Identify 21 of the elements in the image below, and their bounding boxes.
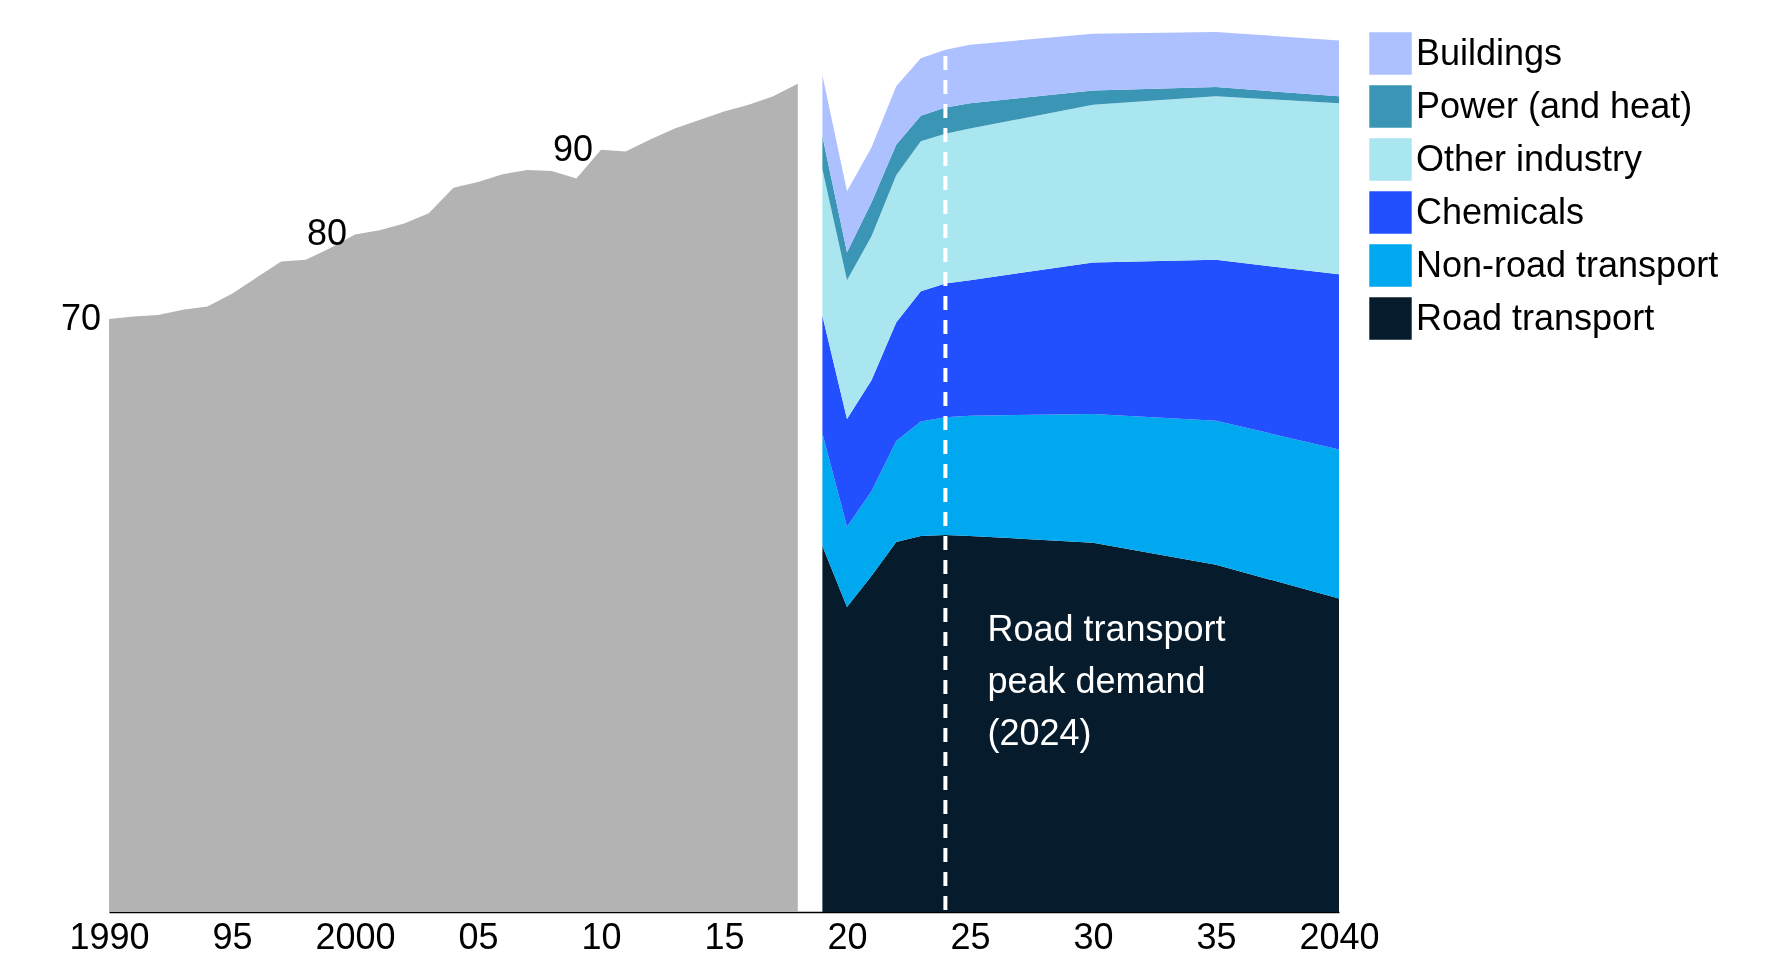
x-tick-label: 1990	[69, 915, 150, 957]
data-label: 80	[306, 212, 347, 254]
x-tick-label: 10	[581, 915, 622, 957]
x-tick-label: 35	[1196, 915, 1237, 957]
data-label: 90	[552, 127, 593, 169]
ref-line-label: Road transport peak demand (2024)	[987, 607, 1226, 753]
legend-label: Chemicals	[1416, 190, 1585, 232]
data-label: 70	[60, 297, 101, 339]
x-tick-label: 05	[458, 915, 499, 957]
x-tick-label: 25	[950, 915, 991, 957]
legend-label: Buildings	[1416, 31, 1563, 73]
x-tick-label: 2000	[315, 915, 396, 957]
legend-label: Other industry	[1416, 137, 1643, 179]
legend-label: Road transport	[1416, 296, 1655, 338]
x-tick-label: 20	[827, 915, 868, 957]
legend-label: Power (and heat)	[1416, 84, 1693, 126]
x-tick-label: 2040	[1299, 915, 1380, 957]
x-tick-label: 30	[1073, 915, 1114, 957]
x-tick-label: 95	[212, 915, 253, 957]
x-tick-label: 15	[704, 915, 745, 957]
legend-label: Non-road transport	[1416, 243, 1719, 285]
